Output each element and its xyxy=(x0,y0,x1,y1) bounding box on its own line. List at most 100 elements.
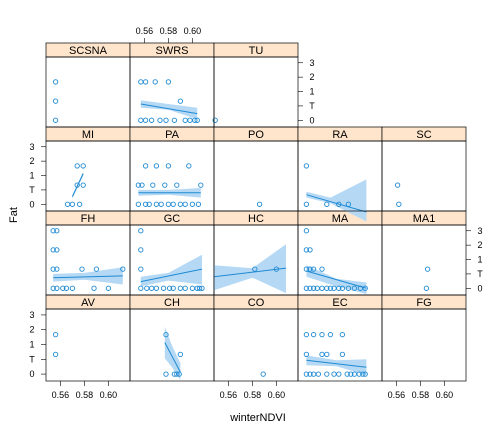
strip-label-sc: SC xyxy=(416,129,431,141)
data-point xyxy=(303,351,310,358)
panel-frame-ec xyxy=(297,308,383,382)
panel-mi: MI xyxy=(45,126,131,212)
data-point xyxy=(79,266,85,272)
strip-label-ch: CH xyxy=(164,297,180,309)
panel-ma: MA xyxy=(297,210,383,296)
strip-label-fg: FG xyxy=(416,297,431,309)
axes-layer: 0 T 1 2 3 0 T 1 2 3 0 T 1 2 3 0 T 1 2 3 0.56 0.58 0.60 0.56 0.58… xyxy=(29,26,483,400)
data-point xyxy=(256,201,263,207)
fit-line-gc xyxy=(140,268,203,283)
strip-label-pa: PA xyxy=(165,129,180,141)
data-point xyxy=(303,163,310,169)
data-point xyxy=(153,201,160,207)
data-point xyxy=(80,163,86,169)
fit-line-ma xyxy=(306,270,367,289)
data-point xyxy=(120,266,126,272)
fit-line-ch xyxy=(164,342,181,373)
data-point xyxy=(331,371,337,377)
data-point xyxy=(91,285,97,291)
x-axis-label: winterNDVI xyxy=(229,412,286,424)
data-point xyxy=(196,285,203,291)
data-point xyxy=(146,201,152,207)
data-point xyxy=(336,371,342,377)
data-point xyxy=(182,285,188,291)
data-point xyxy=(52,98,59,104)
y-tick-label: 1 xyxy=(29,340,34,350)
y-tick-label: 0 xyxy=(29,369,34,379)
data-point xyxy=(142,117,149,123)
data-point xyxy=(310,331,317,338)
y-tick-label: T xyxy=(309,101,315,111)
data-point xyxy=(273,266,280,272)
data-point xyxy=(52,331,59,338)
y-tick-label: 1 xyxy=(477,255,482,265)
data-point xyxy=(135,182,142,188)
data-point xyxy=(165,201,172,207)
data-point xyxy=(307,266,313,272)
data-point xyxy=(339,331,346,338)
data-point xyxy=(69,285,76,291)
data-point xyxy=(360,371,366,377)
strip-label-ma: MA xyxy=(332,213,349,225)
data-point xyxy=(144,285,150,291)
data-point xyxy=(303,331,310,338)
panel-gc: GC xyxy=(129,210,215,296)
panels-layer: AV CH CO EC FG FH GC HC MA MA1 MI PA PO RA SC SCSNA SWRS… xyxy=(45,42,467,382)
panel-sc: SC xyxy=(381,126,467,212)
data-point xyxy=(339,285,346,291)
strip-label-av: AV xyxy=(81,297,96,309)
y-tick-label: 2 xyxy=(477,240,482,250)
data-point xyxy=(394,182,401,188)
data-point xyxy=(54,228,60,234)
data-point xyxy=(74,163,80,169)
confidence-band-ch xyxy=(164,326,181,380)
y-tick-label: 3 xyxy=(309,58,314,68)
data-point xyxy=(150,182,156,188)
data-point xyxy=(199,285,205,291)
data-point xyxy=(189,285,196,291)
y-tick-label: 2 xyxy=(309,72,314,82)
data-point xyxy=(324,201,330,207)
data-point xyxy=(345,201,352,207)
panel-fh: FH xyxy=(45,210,131,296)
data-point xyxy=(52,351,59,358)
panel-tu: TU xyxy=(212,42,299,128)
strip-label-co: CO xyxy=(248,297,265,309)
data-point xyxy=(396,201,402,207)
y-tick-label: 0 xyxy=(477,283,482,293)
panel-frame-av xyxy=(45,308,131,382)
data-point xyxy=(163,371,169,377)
data-point xyxy=(50,247,56,253)
data-point xyxy=(303,371,310,377)
data-point xyxy=(153,163,160,169)
data-point xyxy=(54,266,60,272)
x-tick-label: 0.58 xyxy=(244,390,262,400)
strip-label-tu: TU xyxy=(249,45,264,57)
panel-frame-co xyxy=(213,308,299,382)
strip-label-po: PO xyxy=(248,129,264,141)
data-point xyxy=(307,285,313,291)
panel-frame-ma1 xyxy=(381,224,467,296)
data-point xyxy=(187,117,193,123)
data-point xyxy=(152,79,158,85)
data-point xyxy=(138,285,144,291)
data-point xyxy=(93,266,100,272)
fit-line-ec xyxy=(306,359,367,368)
y-tick-label: T xyxy=(29,354,35,364)
data-point xyxy=(157,117,163,123)
y-tick-label: 1 xyxy=(29,171,34,181)
data-point xyxy=(324,371,330,377)
data-point xyxy=(195,201,202,207)
data-point xyxy=(212,117,218,123)
data-point xyxy=(171,117,178,123)
data-point xyxy=(176,371,182,377)
strip-label-gc: GC xyxy=(164,213,181,225)
data-point xyxy=(310,266,317,272)
x-tick-label: 0.58 xyxy=(412,390,430,400)
data-point xyxy=(170,285,176,291)
data-point xyxy=(50,228,56,234)
data-point xyxy=(162,182,168,188)
y-tick-label: T xyxy=(477,269,483,279)
panel-frame-fh xyxy=(45,224,131,296)
data-point xyxy=(148,117,155,123)
